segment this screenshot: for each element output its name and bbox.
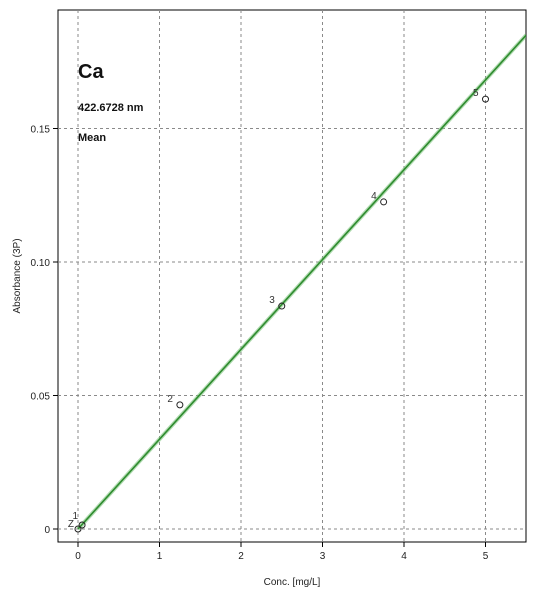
fit-line xyxy=(77,34,526,530)
fit-line-layer xyxy=(76,33,526,531)
element-symbol: Ca xyxy=(78,61,104,83)
data-point-label: Z xyxy=(68,519,74,530)
data-point xyxy=(78,521,86,529)
x-axis-title: Conc. [mg/L] xyxy=(264,577,321,588)
y-tick-label: 0.15 xyxy=(31,125,51,136)
tick-layer: 0 1 2 3 4 5 0 0.05 0.10 0.15 xyxy=(31,125,489,563)
mode-label: Mean xyxy=(78,132,106,144)
annotation-block: Ca 422.6728 nm Mean xyxy=(78,61,144,144)
data-point xyxy=(74,525,82,533)
data-point xyxy=(278,302,286,310)
grid-layer xyxy=(58,10,526,542)
x-tick-label: 3 xyxy=(320,551,326,562)
data-point-label: 5 xyxy=(473,88,479,99)
data-point xyxy=(380,198,388,206)
data-point xyxy=(176,401,184,409)
y-tick-label: 0 xyxy=(44,525,50,536)
x-tick-label: 2 xyxy=(238,551,244,562)
y-tick-label: 0.10 xyxy=(31,258,51,269)
wavelength-label: 422.6728 nm xyxy=(78,102,144,114)
y-tick-label: 0.05 xyxy=(31,392,51,403)
x-tick-label: 4 xyxy=(401,551,407,562)
data-point xyxy=(482,95,489,103)
data-point-label: 4 xyxy=(371,191,377,202)
data-point-label: 3 xyxy=(269,295,275,306)
data-point-label: 2 xyxy=(167,394,173,405)
x-tick-label: 1 xyxy=(157,551,163,562)
x-tick-label: 0 xyxy=(75,551,81,562)
data-point-label: 1 xyxy=(73,511,79,522)
plot-area xyxy=(57,9,527,543)
x-tick-label: 5 xyxy=(483,551,489,562)
y-axis-title: Absorbance (3P) xyxy=(12,238,23,313)
point-layer: Z1 2 3 4 5 xyxy=(68,88,489,533)
